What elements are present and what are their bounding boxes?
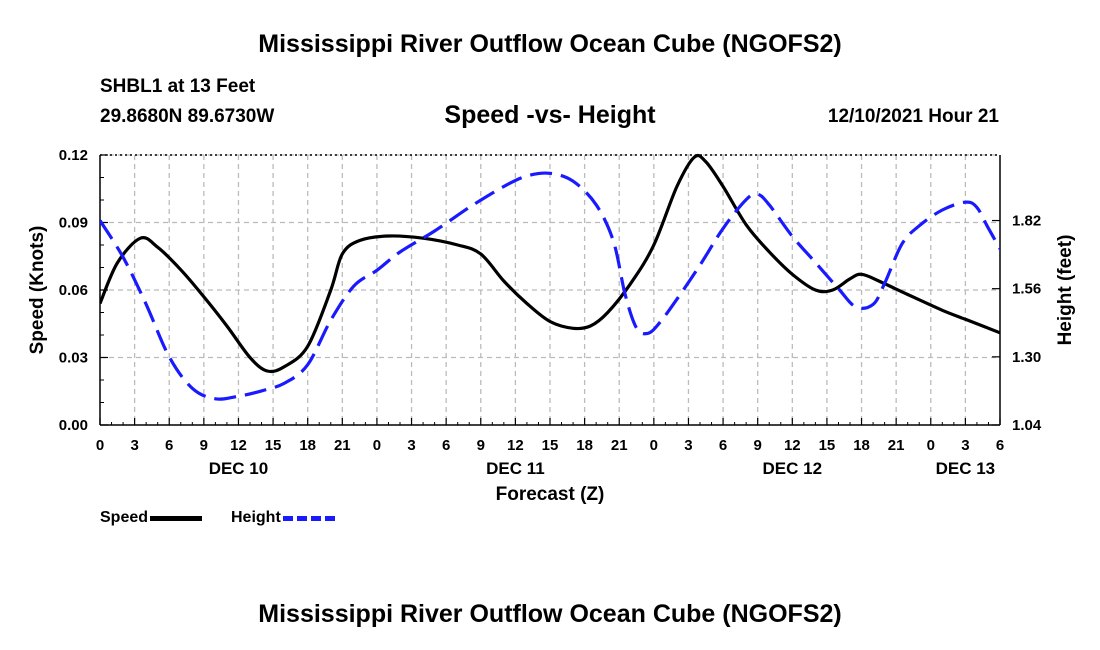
day-label: DEC 10 (209, 459, 269, 478)
left-tick-label: 0.09 (59, 215, 88, 232)
x-tick-label: 0 (650, 437, 658, 454)
series-line-speed (100, 153, 1000, 374)
right-tick-label: 1.04 (1012, 417, 1042, 434)
left-tick-label: 0.03 (59, 350, 88, 367)
footer-title: Mississippi River Outflow Ocean Cube (NG… (258, 600, 842, 628)
right-tick-label: 1.82 (1012, 213, 1041, 230)
x-tick-label: 12 (230, 437, 247, 454)
x-tick-label: 9 (754, 437, 762, 454)
x-tick-label: 21 (611, 437, 628, 454)
x-tick-label: 9 (477, 437, 485, 454)
x-tick-label: 9 (200, 437, 208, 454)
x-tick-label: 15 (542, 437, 559, 454)
x-tick-label: 21 (334, 437, 351, 454)
x-tick-label: 6 (996, 437, 1004, 454)
forecast-datetime: 12/10/2021 Hour 21 (827, 106, 999, 127)
left-tick-label: 0.00 (59, 417, 88, 434)
x-tick-label: 0 (96, 437, 104, 454)
chart-title: Mississippi River Outflow Ocean Cube (NG… (258, 30, 842, 58)
x-tick-label: 18 (299, 437, 316, 454)
x-tick-label: 3 (130, 437, 138, 454)
right-tick-label: 1.30 (1012, 349, 1041, 366)
right-axis-title: Height (feet) (1055, 235, 1076, 346)
legend-height: Height (231, 509, 335, 527)
x-tick-label: 0 (927, 437, 935, 454)
chart-subtitle: Speed -vs- Height (444, 101, 656, 129)
station-label: SHBL1 at 13 Feet (100, 76, 256, 97)
x-tick-label: 6 (442, 437, 450, 454)
x-tick-label: 6 (165, 437, 173, 454)
x-tick-label: 21 (888, 437, 905, 454)
legend-speed-swatch (150, 515, 203, 521)
legend-height-swatch (282, 515, 335, 521)
x-tick-label: 12 (507, 437, 524, 454)
x-tick-label: 15 (265, 437, 282, 454)
x-tick-label: 3 (961, 437, 969, 454)
left-tick-label: 0.12 (59, 147, 88, 164)
day-label: DEC 12 (763, 459, 823, 478)
x-tick-label: 18 (853, 437, 870, 454)
legend-speed: Speed (100, 509, 203, 527)
x-tick-label: 15 (819, 437, 836, 454)
series-line-height (100, 171, 1000, 401)
x-tick-label: 6 (719, 437, 727, 454)
x-axis-title: Forecast (Z) (496, 484, 605, 505)
legend-height-label: Height (231, 509, 281, 526)
x-tick-label: 0 (373, 437, 381, 454)
x-tick-label: 3 (407, 437, 415, 454)
day-label: DEC 11 (486, 459, 545, 478)
right-tick-label: 1.56 (1012, 281, 1041, 298)
x-tick-label: 18 (576, 437, 593, 454)
x-tick-label: 12 (784, 437, 801, 454)
x-tick-label: 3 (684, 437, 692, 454)
day-label: DEC 13 (936, 459, 996, 478)
legend-speed-label: Speed (100, 509, 149, 526)
coordinates-label: 29.8680N 89.6730W (100, 106, 275, 127)
left-axis-title: Speed (Knots) (27, 226, 48, 355)
left-tick-label: 0.06 (59, 282, 88, 299)
